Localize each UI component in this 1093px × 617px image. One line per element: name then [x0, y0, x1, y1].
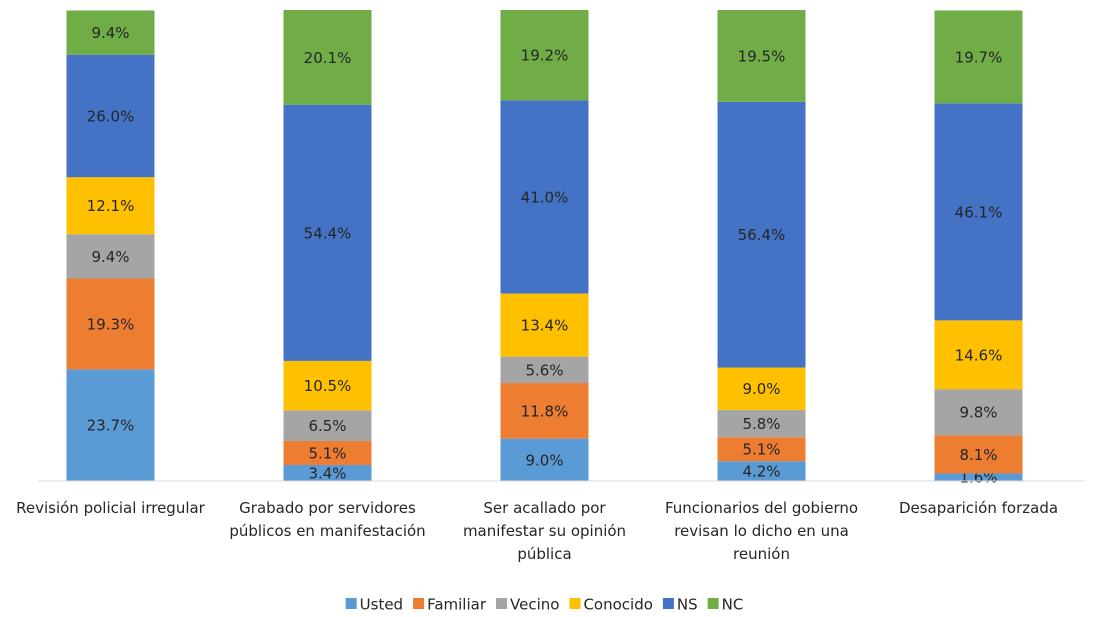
bar-segment [283, 360, 372, 411]
x-tick-line: Desaparición forzada [899, 499, 1058, 517]
data-label: 19.5% [738, 47, 786, 65]
data-label: 13.4% [521, 317, 569, 335]
bar-segment [934, 389, 1023, 436]
bar-segment [66, 234, 155, 279]
data-label: 20.1% [304, 49, 352, 67]
bar-segment [283, 104, 372, 361]
legend-swatch [707, 598, 719, 609]
bar-segment [66, 10, 155, 55]
data-label: 9.8% [959, 404, 997, 422]
bar-segment [500, 356, 589, 384]
bar-segment [283, 10, 372, 105]
data-label: 41.0% [521, 188, 569, 206]
data-label: 9.0% [742, 380, 780, 398]
data-label: 11.8% [521, 402, 569, 420]
data-label: 19.3% [87, 315, 135, 333]
x-tick-line: revisan lo dicho en una [674, 522, 849, 540]
x-tick-line: reunión [733, 545, 790, 563]
legend-swatch [569, 598, 581, 609]
legend-swatch [662, 598, 674, 609]
legend-label: Familiar [427, 596, 487, 614]
bar-segment [717, 367, 806, 410]
legend-swatch [413, 598, 425, 609]
x-tick-line: Grabado por servidores [239, 499, 416, 517]
bar-segment [717, 10, 806, 102]
data-label: 56.4% [738, 226, 786, 244]
legend-label: Conocido [583, 596, 652, 614]
bar-segment [500, 293, 589, 357]
bar-segment [500, 438, 589, 481]
bar-segment [717, 461, 806, 481]
data-label: 19.7% [955, 48, 1003, 66]
bar-segment [500, 383, 589, 439]
x-tick-line: públicos en manifestación [229, 522, 425, 540]
x-tick-line: Funcionarios del gobierno [665, 499, 858, 517]
legend-label: Vecino [510, 596, 559, 614]
data-label: 14.6% [955, 346, 1003, 364]
bar-segment [283, 440, 372, 465]
x-tick-label: Grabado por servidores públicos en manife… [229, 499, 425, 540]
data-label: 4.2% [742, 463, 780, 481]
x-tick-line: manifestar su opinión [463, 522, 626, 540]
data-label: 10.5% [304, 377, 352, 395]
legend-label: Usted [360, 596, 403, 614]
bar-segment [934, 435, 1023, 474]
legend-label: NS [677, 596, 698, 614]
data-label: 19.2% [521, 47, 569, 65]
data-label: 9.0% [525, 451, 563, 469]
data-label: 46.1% [955, 203, 1003, 221]
x-tick-label: Revisión policial irregular [16, 499, 206, 517]
x-tick-line: pública [517, 545, 571, 563]
x-tick-label: Funcionarios del gobierno revisan lo dich… [665, 499, 858, 563]
bar-segment [500, 10, 589, 101]
x-tick-label: Ser acallado por manifestar su opinión púb… [463, 499, 626, 563]
bar-segment [934, 320, 1023, 390]
bar-segment [717, 101, 806, 368]
data-label: 5.6% [525, 361, 563, 379]
bar-segment [283, 410, 372, 441]
bar-segment [283, 464, 372, 481]
data-label: 3.4% [308, 464, 346, 482]
data-label: 5.1% [308, 444, 346, 462]
bar-segment [66, 177, 155, 235]
legend-swatch [345, 598, 357, 609]
data-label: 23.7% [87, 417, 135, 435]
bar-segment [717, 437, 806, 462]
bar-segment [717, 409, 806, 438]
bar-segment [934, 473, 1023, 481]
x-tick-line: Revisión policial irregular [16, 499, 206, 517]
x-tick-line: Ser acallado por [483, 499, 606, 517]
data-label: 26.0% [87, 107, 135, 125]
data-label: 8.1% [959, 446, 997, 464]
data-label: 5.8% [742, 415, 780, 433]
data-label: 9.4% [91, 24, 129, 42]
legend-swatch [496, 598, 508, 609]
data-label: 6.5% [308, 417, 346, 435]
bar-segment [934, 10, 1023, 104]
bar-segment [66, 54, 155, 178]
x-tick-label: Desaparición forzada [899, 499, 1058, 517]
data-label: 12.1% [87, 197, 135, 215]
bar-segment [934, 103, 1023, 321]
legend-label: NC [722, 596, 744, 614]
data-label: 54.4% [304, 224, 352, 242]
bar-segment [66, 369, 155, 481]
data-label: 9.4% [91, 248, 129, 266]
legend: Usted Familiar Vecino Conocido NS NC [345, 596, 744, 614]
data-label: 5.1% [742, 441, 780, 459]
bar-segment [66, 278, 155, 370]
bar-segment [500, 100, 589, 294]
